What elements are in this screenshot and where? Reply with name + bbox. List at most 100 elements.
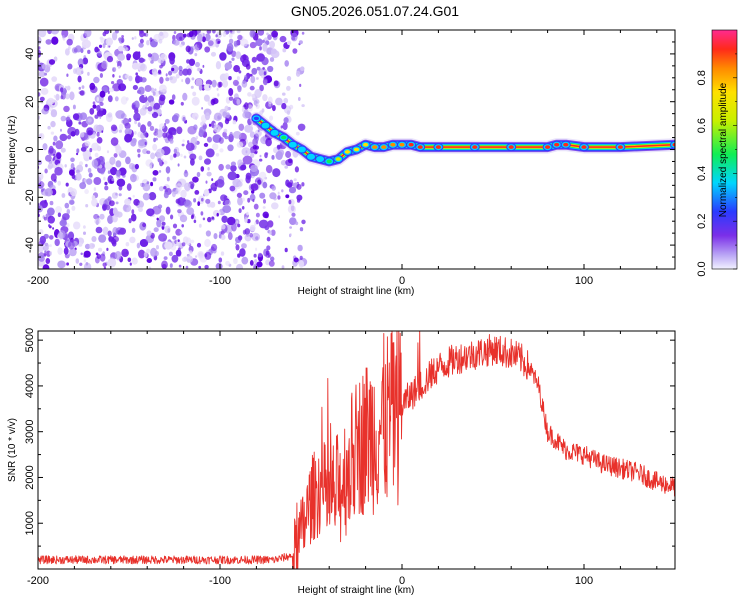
noise-speckle: [94, 152, 99, 158]
noise-speckle: [146, 230, 152, 237]
noise-speckle: [264, 213, 269, 219]
noise-speckle: [257, 252, 263, 258]
noise-speckle: [100, 168, 105, 175]
noise-speckle: [218, 81, 223, 88]
noise-speckle: [221, 215, 228, 223]
noise-speckle: [57, 180, 61, 186]
noise-speckle: [257, 179, 262, 185]
noise-speckle: [214, 122, 216, 126]
noise-speckle: [172, 235, 177, 240]
noise-speckle: [106, 150, 110, 154]
noise-speckle: [50, 109, 58, 118]
noise-speckle: [258, 171, 267, 180]
noise-speckle: [86, 178, 93, 185]
snr-series: [38, 331, 675, 569]
noise-speckle: [224, 62, 233, 70]
noise-speckle: [89, 82, 96, 90]
noise-speckle: [83, 250, 91, 258]
noise-speckle: [79, 112, 88, 120]
noise-speckle: [198, 265, 202, 269]
colorbar-tick-label: 0.8: [696, 70, 708, 85]
noise-speckle: [72, 104, 76, 110]
noise-speckle: [246, 211, 249, 216]
noise-speckle: [165, 73, 168, 77]
noise-speckle: [126, 53, 132, 59]
noise-speckle: [273, 80, 279, 87]
noise-speckle: [57, 260, 66, 269]
noise-speckle: [89, 108, 95, 115]
noise-speckle: [292, 48, 298, 54]
noise-speckle: [225, 164, 231, 170]
noise-speckle: [193, 198, 197, 203]
noise-speckle: [182, 257, 188, 262]
noise-speckle: [266, 32, 269, 36]
noise-speckle: [137, 153, 141, 158]
noise-speckle: [96, 132, 100, 137]
noise-speckle: [258, 219, 269, 229]
noise-speckle: [121, 119, 124, 124]
noise-speckle: [202, 217, 206, 221]
noise-speckle: [146, 208, 155, 217]
noise-speckle: [284, 247, 288, 253]
noise-speckle: [210, 51, 217, 57]
noise-speckle: [178, 264, 182, 268]
noise-speckle: [66, 38, 73, 46]
noise-speckle: [32, 260, 37, 265]
snr-y-tick-label: 5000: [24, 328, 36, 352]
noise-speckle: [183, 170, 189, 178]
noise-speckle: [196, 41, 203, 49]
noise-speckle: [76, 148, 80, 153]
noise-speckle: [179, 43, 183, 48]
noise-speckle: [63, 247, 69, 255]
noise-speckle: [101, 130, 104, 134]
noise-speckle: [107, 215, 114, 224]
noise-speckle: [231, 30, 236, 35]
noise-speckle: [54, 166, 63, 176]
noise-speckle: [38, 255, 45, 262]
noise-speckle: [153, 227, 159, 233]
noise-speckle: [179, 230, 183, 235]
noise-speckle: [55, 93, 60, 101]
noise-speckle: [47, 207, 55, 216]
noise-speckle: [140, 63, 147, 72]
noise-speckle: [295, 131, 300, 136]
noise-speckle: [41, 107, 49, 115]
noise-speckle: [211, 178, 214, 182]
noise-speckle: [195, 61, 200, 68]
noise-speckle: [99, 213, 105, 220]
noise-speckle: [65, 93, 70, 100]
noise-speckle: [62, 213, 70, 221]
noise-speckle: [205, 230, 211, 237]
noise-speckle: [169, 139, 174, 144]
noise-speckle: [186, 207, 195, 216]
noise-speckle: [131, 37, 134, 40]
noise-speckle: [55, 206, 62, 214]
noise-speckle: [112, 207, 118, 216]
noise-speckle: [216, 87, 219, 91]
noise-speckle: [271, 202, 279, 210]
noise-speckle: [147, 121, 152, 127]
noise-speckle: [156, 217, 159, 221]
noise-speckle: [243, 109, 249, 115]
colorbar-tick-label: 0.2: [696, 214, 708, 229]
noise-speckle: [64, 202, 70, 209]
noise-speckle: [267, 220, 274, 228]
noise-speckle: [125, 156, 131, 165]
noise-speckle: [107, 196, 112, 202]
noise-speckle: [250, 183, 259, 191]
noise-speckle: [112, 227, 119, 236]
noise-speckle: [85, 262, 89, 266]
noise-speckle: [262, 67, 265, 70]
noise-speckle: [301, 31, 305, 35]
noise-speckle: [225, 260, 231, 266]
noise-speckle: [284, 165, 289, 169]
noise-speckle: [70, 188, 77, 197]
noise-speckle: [300, 66, 305, 71]
noise-speckle: [249, 224, 256, 232]
snr-line: [38, 331, 675, 569]
noise-speckle: [67, 231, 75, 240]
noise-speckle: [282, 121, 288, 131]
noise-speckle: [235, 51, 242, 59]
noise-speckle: [152, 71, 158, 77]
noise-speckle: [79, 161, 83, 166]
